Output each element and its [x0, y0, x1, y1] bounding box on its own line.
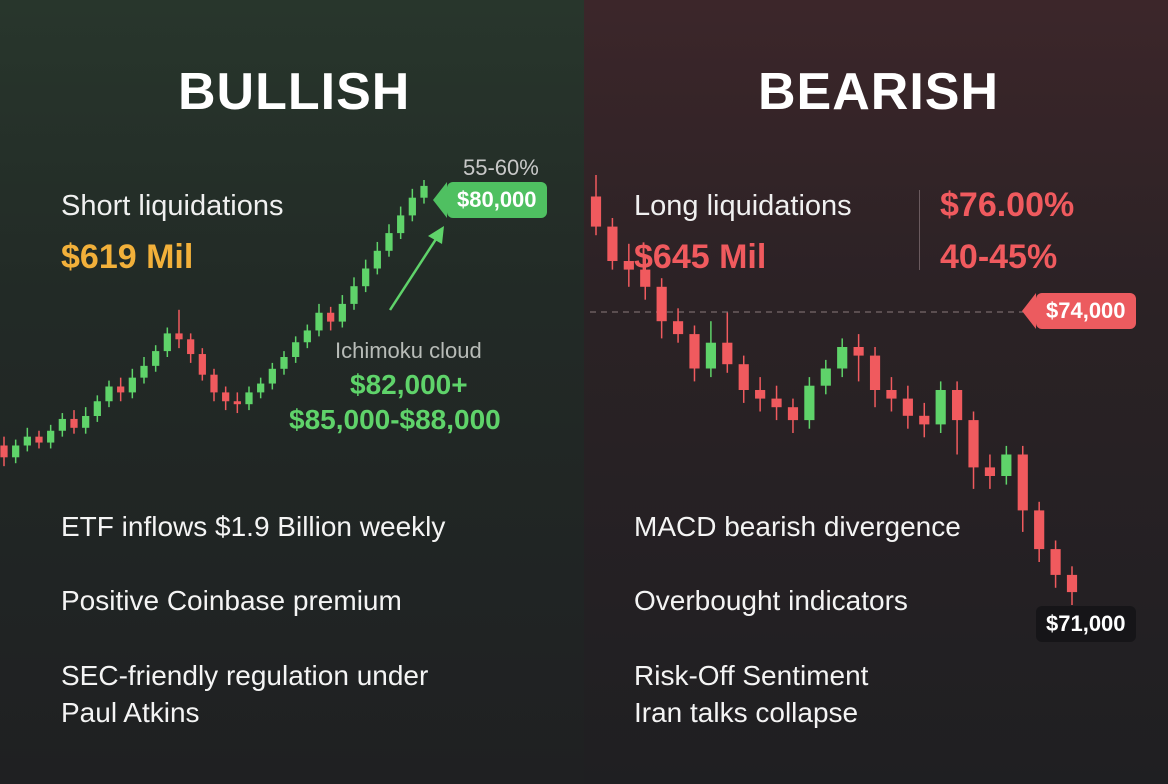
bearish-candle-11: [771, 398, 782, 408]
bullish-candle-9: [105, 386, 113, 402]
ichimoku-label: Ichimoku cloud: [335, 338, 482, 363]
bearish-candle-24: [984, 467, 996, 476]
bullish-candle-15: [175, 333, 183, 340]
target-price-tag: $80,000: [433, 182, 547, 218]
bullish-candle-21: [245, 392, 253, 405]
bearish-candle-6: [689, 334, 700, 369]
bearish-panel: [584, 0, 1168, 784]
bullish-point-2: Positive Coinbase premium: [61, 585, 402, 616]
bullish-candle-27: [315, 312, 323, 331]
long-liquidations-value: $645 Mil: [634, 238, 767, 276]
bearish-point-1: MACD bearish divergence: [634, 511, 961, 542]
bearish-candle-2: [623, 261, 634, 270]
bearish-candle-26: [1017, 454, 1028, 511]
bullish-candle-12: [140, 365, 148, 378]
bearish-candles: [590, 175, 1078, 605]
bearish-candle-14: [820, 368, 831, 386]
bearish-candle-1: [607, 226, 618, 261]
bearish-candle-7: [705, 342, 716, 369]
bullish-candle-14: [163, 333, 171, 352]
bearish-candle-25: [1001, 454, 1012, 476]
bearish-candle-12: [787, 407, 799, 421]
bullish-candle-8: [93, 401, 101, 416]
bullish-candle-1: [12, 445, 20, 458]
bullish-candle-7: [82, 416, 90, 428]
bearish-candle-0: [590, 196, 602, 227]
bullish-candle-30: [350, 286, 358, 304]
bearish-candle-4: [656, 286, 667, 322]
bullish-point-1: ETF inflows $1.9 Billion weekly: [61, 511, 446, 542]
bottom-price-tag: $71,000: [1036, 606, 1136, 642]
bullish-candle-32: [373, 250, 381, 269]
bearish-candle-29: [1066, 574, 1078, 593]
short-liquidations-value: $619 Mil: [61, 238, 194, 276]
up-arrow-head: [428, 226, 444, 244]
bullish-candle-17: [198, 354, 206, 375]
bullish-candle-5: [58, 418, 66, 431]
bullish-candle-19: [222, 392, 230, 402]
bullish-candle-33: [385, 233, 393, 251]
bearish-candle-23: [968, 420, 979, 468]
bullish-candle-28: [327, 312, 335, 322]
bearish-percent-1: $76.00%: [940, 186, 1075, 224]
short-liquidations-label: Short liquidations: [61, 190, 284, 222]
bearish-candle-5: [672, 321, 684, 335]
bullish-candles: [0, 180, 428, 467]
stat-divider: [919, 190, 920, 270]
bullish-candle-24: [280, 357, 288, 369]
bullish-point-4: Paul Atkins: [61, 697, 200, 728]
bullish-candle-26: [303, 330, 311, 343]
bullish-candle-20: [233, 401, 241, 405]
bullish-candle-6: [70, 418, 78, 428]
bearish-heading: BEARISH: [758, 63, 1000, 121]
bearish-candle-10: [755, 390, 766, 399]
bearish-candle-3: [640, 269, 651, 287]
bearish-candle-15: [837, 347, 848, 369]
bearish-candle-8: [722, 342, 733, 365]
bearish-candle-16: [853, 347, 864, 356]
bullish-candle-0: [0, 445, 8, 458]
bearish-candle-18: [886, 390, 897, 399]
bullish-candle-31: [362, 268, 370, 287]
bullish-candle-18: [210, 374, 218, 393]
bearish-candle-28: [1050, 549, 1061, 575]
bullish-candle-25: [292, 342, 300, 357]
ichimoku-level-1: $82,000+: [350, 369, 468, 400]
bullish-candle-36: [420, 185, 428, 198]
bearish-candle-17: [869, 355, 881, 390]
bearish-candle-20: [919, 415, 930, 425]
bearish-candle-22: [952, 390, 963, 421]
bullish-point-3: SEC-friendly regulation under: [61, 660, 429, 691]
level-price-tag: $74,000: [1022, 293, 1136, 329]
bullish-candle-16: [187, 339, 195, 355]
bearish-candle-27: [1034, 510, 1045, 550]
bullish-panel: [0, 0, 584, 784]
bullish-heading: BULLISH: [178, 63, 411, 121]
bearish-point-4: Iran talks collapse: [634, 697, 859, 728]
bullish-candle-13: [152, 351, 160, 366]
bullish-candle-29: [338, 303, 346, 322]
bearish-candle-13: [804, 385, 815, 421]
bullish-probability: 55-60%: [463, 155, 539, 180]
bullish-candle-35: [408, 197, 416, 216]
bearish-point-3: Risk-Off Sentiment: [634, 660, 869, 691]
bearish-candle-9: [738, 364, 749, 390]
bearish-point-2: Overbought indicators: [634, 585, 908, 616]
bearish-candle-19: [902, 398, 913, 416]
bullish-candle-22: [257, 383, 265, 393]
bullish-candle-10: [117, 386, 125, 393]
bearish-candle-21: [935, 390, 946, 425]
bullish-candle-2: [23, 436, 31, 446]
bullish-candle-11: [128, 377, 136, 393]
bullish-candle-4: [47, 430, 55, 443]
ichimoku-level-2: $85,000-$88,000: [289, 404, 501, 435]
bullish-candle-34: [397, 215, 405, 234]
long-liquidations-label: Long liquidations: [634, 190, 852, 222]
bullish-candle-3: [35, 436, 43, 443]
up-arrow-shaft: [388, 235, 440, 311]
bullish-candle-23: [268, 368, 276, 384]
bearish-percent-2: 40-45%: [940, 238, 1058, 276]
